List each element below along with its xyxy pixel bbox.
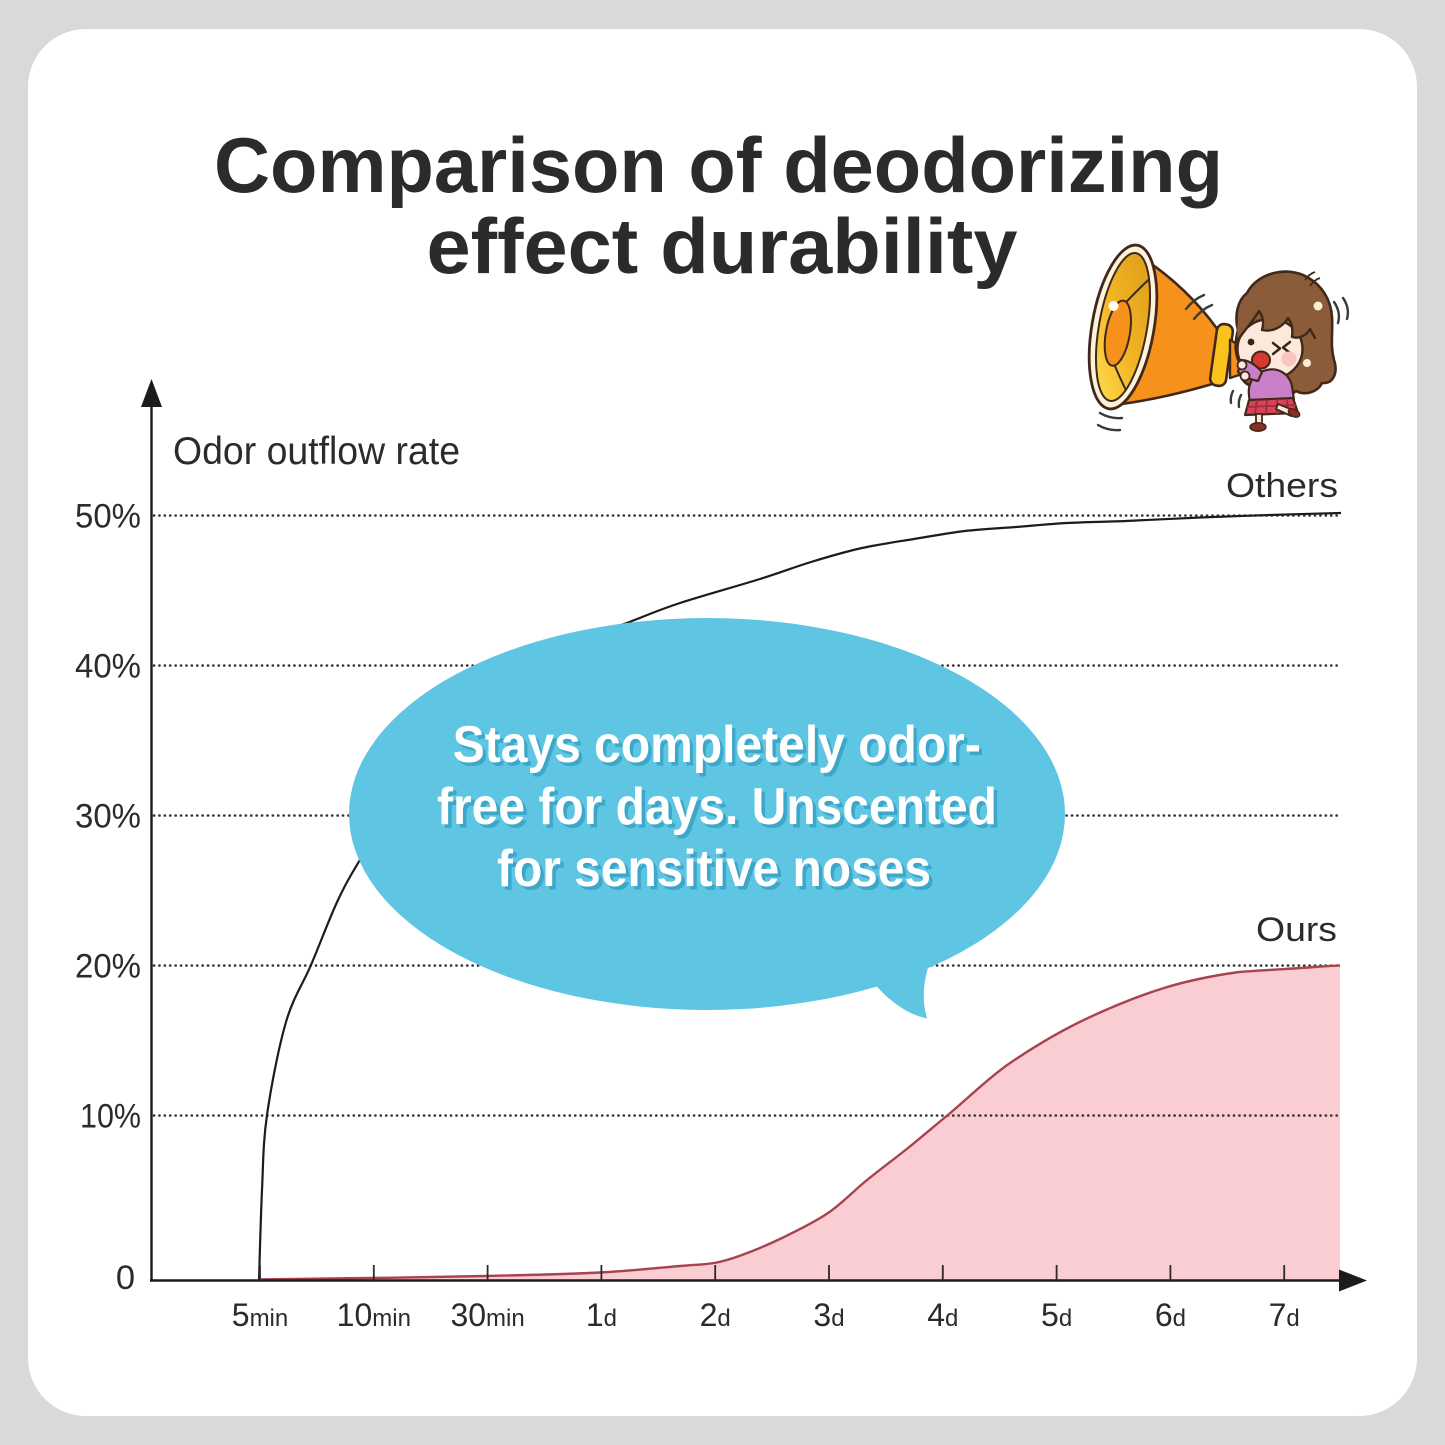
- svg-text:Stays completely odor-: Stays completely odor-: [456, 720, 984, 778]
- svg-text:3d: 3d: [813, 1297, 844, 1333]
- svg-text:free for days. Unscented: free for days. Unscented: [441, 782, 1001, 840]
- svg-text:10min: 10min: [337, 1297, 411, 1333]
- svg-text:Stays completely odor-: Stays completely odor-: [453, 716, 981, 774]
- svg-text:free for days. Unscented: free for days. Unscented: [437, 778, 997, 836]
- svg-text:30min: 30min: [450, 1297, 524, 1333]
- svg-text:30%: 30%: [75, 798, 141, 836]
- svg-text:40%: 40%: [75, 648, 141, 686]
- svg-text:5min: 5min: [232, 1297, 288, 1333]
- svg-text:6d: 6d: [1155, 1297, 1186, 1333]
- svg-text:2d: 2d: [700, 1297, 731, 1333]
- svg-text:1d: 1d: [586, 1297, 617, 1333]
- svg-text:7d: 7d: [1269, 1297, 1300, 1333]
- svg-text:Odor outflow rate: Odor outflow rate: [173, 430, 460, 473]
- svg-text:for sensitive noses: for sensitive noses: [497, 840, 931, 898]
- svg-text:5d: 5d: [1041, 1297, 1072, 1333]
- svg-text:Others: Others: [1226, 467, 1338, 505]
- svg-text:0: 0: [116, 1259, 135, 1297]
- svg-text:20%: 20%: [75, 948, 141, 986]
- svg-text:4d: 4d: [927, 1297, 958, 1333]
- svg-text:for sensitive noses: for sensitive noses: [501, 844, 935, 902]
- svg-text:10%: 10%: [80, 1098, 141, 1136]
- svg-text:Ours: Ours: [1256, 911, 1337, 949]
- svg-text:50%: 50%: [75, 498, 141, 536]
- svg-text:Comparison of deodorizing: Comparison of deodorizing: [214, 121, 1223, 209]
- svg-text:effect durability: effect durability: [427, 202, 1018, 290]
